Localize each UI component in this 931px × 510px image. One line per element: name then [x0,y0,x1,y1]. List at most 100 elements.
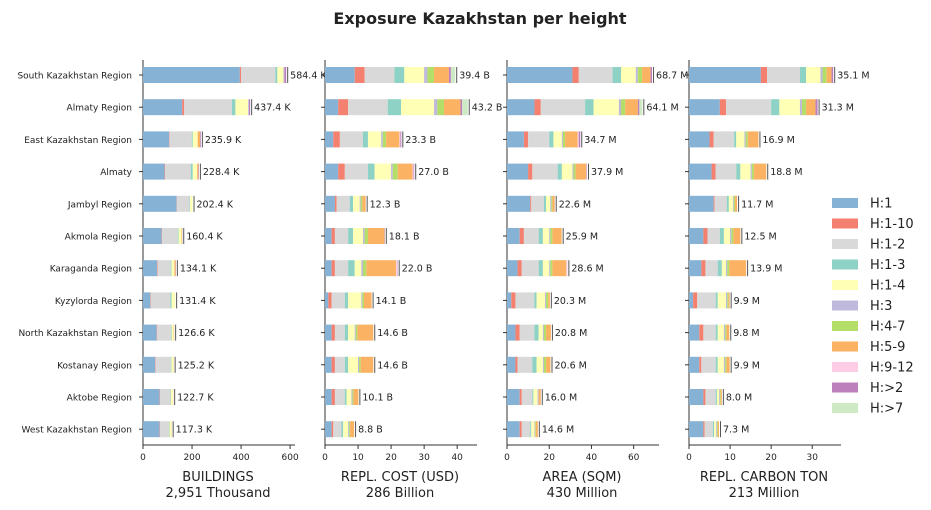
bar-segment [353,195,360,212]
total-value-label: 14.1 B [376,296,407,307]
bar-segment [344,356,349,373]
bar-segment [572,67,579,83]
bar-segment [534,292,537,309]
bar-segment [507,99,535,116]
bar-segment [333,421,342,438]
bar-segment [562,131,566,148]
bar-segment [143,292,151,309]
bar-segment [549,228,551,244]
bar-segment [728,195,733,212]
bar-segment [712,421,715,438]
bar-segment [363,228,365,244]
bar-segment [325,195,335,212]
bar-segment [736,163,741,180]
bar-segment [283,67,285,83]
bar-segment [170,389,173,405]
bar-segment [736,131,745,148]
bar-segment [507,67,573,83]
bar-segment [235,99,249,116]
region-label: South Kazakhstan Region [17,72,132,82]
bar-segment [534,421,536,438]
total-value-label: 235.9 K [205,135,242,146]
total-value-label: 35.1 M [837,71,869,82]
total-value-label: 13.9 M [750,264,782,275]
bar-segment [572,163,574,180]
region-label: Almaty [100,168,132,178]
bar-segment [507,421,520,438]
bar-segment [650,67,653,83]
bar-segment [284,67,287,83]
legend-label: H:1 [870,197,892,212]
x-axis-subtitle: 213 Million [729,486,800,501]
region-label: Almaty Region [67,104,132,114]
bar-segment [546,356,551,373]
bar-segment [531,421,535,438]
bar-segment [344,163,368,180]
region-label: Jambyl Region [67,200,132,210]
total-value-label: 584.4 K [290,71,327,82]
bar-segment [336,195,350,212]
bar-segment [334,195,337,212]
total-value-label: 25.9 M [566,232,598,243]
bar-segment [715,292,718,309]
bar-segment [530,195,532,212]
bar-segment [348,324,355,341]
bar-segment [719,228,724,244]
bar-segment [725,292,728,309]
bar-segment [716,421,718,438]
total-value-label: 43.2 B [472,103,503,114]
total-value-label: 9.8 M [733,328,759,339]
bar-segment [404,67,425,83]
total-value-label: 18.1 B [389,232,420,243]
bar-segment [519,389,522,405]
bar-segment [534,324,539,341]
bar-segment [728,292,730,309]
region-label: East Kazakhstan Region [24,136,132,146]
bar-segment [637,99,640,116]
bar-segment [515,292,535,309]
x-tick-label: 20 [543,453,555,463]
legend-label: H:3 [870,299,892,314]
bar-segment [715,356,718,373]
bar-segment [521,260,539,277]
bar-segment [543,195,547,212]
bar-segment [157,324,171,341]
bar-segment [412,163,414,180]
bar-segment [822,67,827,83]
bar-segment [561,131,563,148]
x-tick-label: 30 [418,453,430,463]
bar-segment [733,228,741,244]
bar-segment [462,99,468,116]
bar-segment [328,292,332,309]
bar-segment [747,131,759,148]
bar-segment [386,131,400,148]
legend-swatch [832,259,858,270]
bar-segment [355,324,358,341]
bar-segment [806,67,821,83]
bar-segment [160,421,169,438]
bar-segment [364,67,395,83]
bar-segment [143,131,170,148]
bar-segment [517,356,533,373]
bar-segment [532,356,537,373]
total-value-label: 9.9 M [734,296,760,307]
total-value-label: 117.3 K [176,425,213,436]
bar-segment [715,163,737,180]
bar-segment [639,99,643,116]
bar-segment [532,163,558,180]
bar-segment [349,195,354,212]
total-value-label: 437.4 K [254,103,291,114]
bar-segment [424,67,428,83]
bar-segment [348,421,350,438]
bar-segment [331,356,335,373]
bar-segment [434,99,438,116]
region-label: Kostanay Region [57,361,132,371]
bar-segment [413,163,415,180]
bar-segment [542,356,544,373]
legend-swatch [832,321,858,331]
bar-segment [338,99,349,116]
bar-segment [507,163,529,180]
x-tick-label: 200 [183,453,200,463]
bar-segment [351,389,353,405]
x-axis-subtitle: 286 Billion [366,486,435,501]
